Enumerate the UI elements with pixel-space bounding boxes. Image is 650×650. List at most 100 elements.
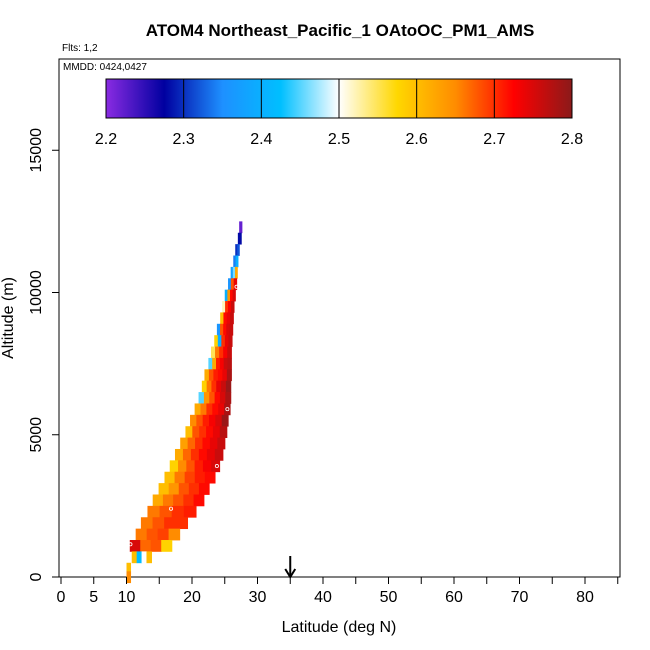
data-cell [202, 414, 210, 427]
data-cell [162, 494, 174, 507]
data-cell [135, 528, 148, 541]
data-cell [222, 369, 228, 382]
data-layer [126, 221, 243, 584]
open-circle-layer [128, 284, 239, 547]
data-cell [195, 437, 204, 450]
data-cell [228, 301, 232, 313]
data-cell [223, 312, 228, 325]
data-cell [225, 301, 229, 313]
data-cell [206, 380, 213, 393]
data-cell [136, 551, 143, 564]
data-cell [150, 540, 162, 552]
data-cell [220, 312, 225, 325]
data-cell [200, 403, 208, 416]
y-axis-label: Altitude (m) [0, 277, 17, 359]
data-cell [208, 369, 214, 382]
data-cell [183, 505, 197, 518]
data-cell [188, 483, 200, 495]
data-cell [212, 426, 221, 438]
data-cell [206, 403, 213, 416]
data-cell [159, 505, 173, 518]
data-point-marker [169, 506, 174, 511]
data-cell [206, 448, 216, 461]
data-cell [209, 414, 216, 427]
data-cell [217, 369, 223, 382]
data-cell [126, 571, 132, 584]
colorbar-ticks: 2.2 2.3 2.4 2.5 2.6 2.7 2.8 [95, 79, 583, 148]
colorbar: 2.2 2.3 2.4 2.5 2.6 2.7 2.8 [95, 78, 583, 148]
data-cell [171, 505, 185, 518]
data-cell [194, 460, 204, 473]
data-cell [214, 448, 224, 461]
data-cell [229, 312, 234, 325]
data-cell [235, 255, 239, 268]
data-cell [209, 392, 216, 404]
data-cell [158, 483, 170, 495]
data-cell [187, 437, 196, 450]
data-cell [126, 562, 132, 575]
data-cell [217, 335, 222, 347]
data-cell [214, 335, 219, 347]
data-cell [194, 403, 202, 416]
data-point-marker [128, 542, 133, 547]
data-cell [152, 494, 164, 507]
data-cell [129, 540, 141, 552]
data-cell [227, 289, 231, 302]
data-cell [178, 483, 190, 495]
data-cell [215, 414, 223, 427]
data-cell [198, 483, 210, 495]
data-cell [194, 471, 206, 484]
data-cell [190, 414, 197, 427]
x-tick-label: 10 [118, 589, 136, 606]
data-cell [174, 448, 184, 461]
data-cell [227, 357, 232, 370]
data-point-marker [214, 464, 219, 469]
data-cell [228, 278, 232, 291]
x-tick-label: 30 [249, 589, 267, 606]
data-cell [141, 551, 148, 564]
x-tick-label: 0 [57, 589, 66, 606]
data-cell [174, 471, 186, 484]
data-cell [186, 460, 196, 473]
data-cell [219, 392, 226, 404]
data-cell [203, 392, 210, 404]
data-cell [233, 255, 237, 268]
data-cell [232, 266, 236, 279]
data-cell [198, 448, 208, 461]
data-cell [169, 460, 179, 473]
data-cell [152, 517, 165, 530]
data-cell [223, 357, 229, 370]
data-cell [224, 289, 228, 302]
colorbar-tick-label: 2.2 [95, 131, 117, 148]
dates-label: MMDD: 0424,0427 [63, 62, 147, 73]
data-point-marker [234, 284, 239, 289]
y-tick-label: 15000 [28, 128, 45, 173]
data-cell [233, 278, 238, 291]
data-cell [220, 323, 224, 336]
data-cell [232, 289, 236, 302]
y-tick-label: 10000 [28, 270, 45, 315]
data-cell [164, 471, 176, 484]
data-cell [225, 380, 232, 393]
data-cell [229, 323, 234, 336]
data-cell [146, 551, 152, 564]
data-cell [219, 357, 225, 370]
x-tick-label: 40 [314, 589, 332, 606]
data-cell [222, 301, 226, 313]
data-cell [223, 346, 228, 359]
data-cell [209, 437, 218, 450]
data-point-marker [225, 407, 230, 412]
data-cell [198, 392, 205, 404]
data-cell [161, 540, 173, 552]
data-cell [182, 448, 192, 461]
flights-label: Flts: 1,2 [62, 43, 98, 54]
data-cell [216, 380, 222, 393]
data-cell [228, 335, 233, 347]
data-cell [180, 437, 189, 450]
data-cell [212, 357, 217, 370]
data-cell [208, 357, 213, 370]
data-cell [199, 426, 207, 438]
x-tick-label: 5 [89, 589, 98, 606]
data-cell [224, 335, 230, 347]
